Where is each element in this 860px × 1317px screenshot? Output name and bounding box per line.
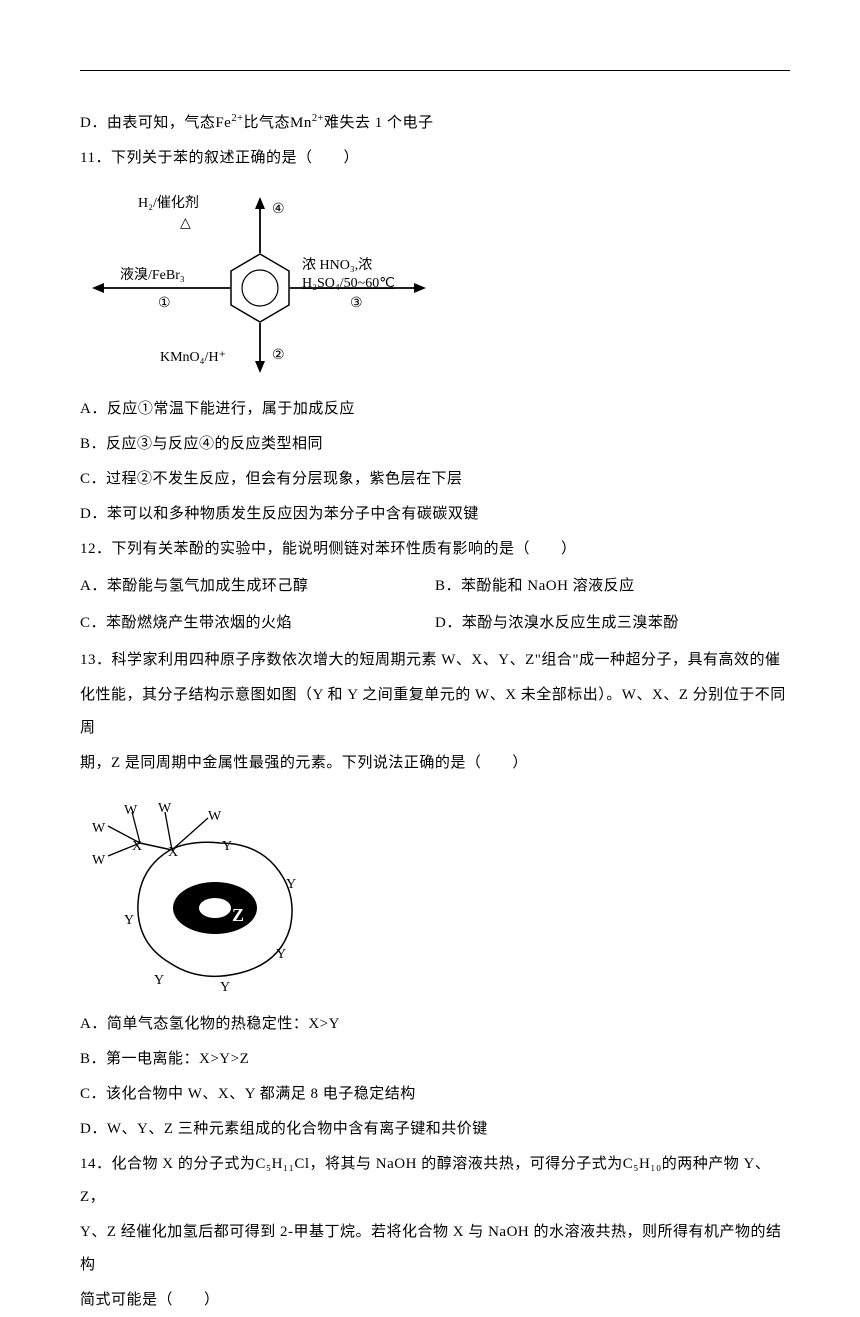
q12-row1: A．苯酚能与氢气加成生成环己醇 B．苯酚能和 NaOH 溶液反应 [80, 568, 790, 605]
q13-w4: W [92, 814, 105, 845]
q12-option-c: C．苯酚燃烧产生带浓烟的火焰 [80, 607, 435, 640]
q13-y6: Y [124, 906, 134, 937]
q13-x1: X [132, 832, 142, 863]
q10d-mid: 比气态 [244, 115, 291, 131]
q13-y1: Y [222, 832, 232, 863]
q13-stem-3: 期，Z 是同周期中金属性最强的元素。下列说法正确的是（ ） [80, 747, 790, 780]
q10-option-d: D．由表可知，气态Fe2+比气态Mn2+难失去 1 个电子 [80, 107, 790, 140]
q11-option-c: C．过程②不发生反应，但会有分层现象，紫色层在下层 [80, 463, 790, 496]
q13-w3: W [208, 802, 221, 833]
q13-y3: Y [276, 940, 286, 971]
q11-option-d: D．苯可以和多种物质发生反应因为苯分子中含有碳碳双键 [80, 498, 790, 531]
q13-option-a: A．简单气态氢化物的热稳定性：X>Y [80, 1008, 790, 1041]
q13-y5: Y [154, 966, 164, 997]
q12-option-d: D．苯酚与浓溴水反应生成三溴苯酚 [435, 607, 790, 640]
q14-p1b: ，将其与 NaOH 的醇溶液共热，可得分子式为 [310, 1156, 623, 1172]
q11-label-kmno4: KMnO₄/H⁺ [160, 343, 226, 374]
q14-line1: 14．化合物 X 的分子式为C₅H₁₁Cl，将其与 NaOH 的醇溶液共热，可得… [80, 1148, 790, 1214]
q13-molecule-diagram: W W W W W X X Y Y Y Y Y Y Z [80, 788, 340, 998]
q12-option-b: B．苯酚能和 NaOH 溶液反应 [435, 570, 790, 603]
q14-p1a: 14．化合物 X 的分子式为 [80, 1156, 255, 1172]
q10d-ion2: Mn [290, 115, 312, 131]
q11-label-br: 液溴/FeBr₃ [120, 261, 185, 292]
q11-benzene-diagram: H₂/催化剂 △ ④ 液溴/FeBr₃ ① 浓 HNO₃,浓 H₂SO₄/50~… [80, 183, 440, 383]
q13-z: Z [232, 896, 244, 936]
q14-line2: Y、Z 经催化加氢后都可得到 2-甲基丁烷。若将化合物 X 与 NaOH 的水溶… [80, 1216, 790, 1282]
q11-label-h2so4: H₂SO₄/50~60℃ [302, 269, 395, 300]
q14-f1: C₅H₁₁Cl [255, 1156, 309, 1172]
q11-label-4: ④ [272, 195, 285, 226]
q14-f2: C₅H₁₀ [623, 1156, 662, 1172]
q13-option-b: B．第一电离能：X>Y>Z [80, 1043, 790, 1076]
q12-row2: C．苯酚燃烧产生带浓烟的火焰 D．苯酚与浓溴水反应生成三溴苯酚 [80, 605, 790, 642]
q14-line3: 简式可能是（ ） [80, 1284, 790, 1317]
q11-stem: 11．下列关于苯的叙述正确的是（ ） [80, 142, 790, 175]
q13-w5: W [92, 846, 105, 877]
q13-w1: W [124, 796, 137, 827]
q11-option-a: A．反应①常温下能进行，属于加成反应 [80, 393, 790, 426]
q13-option-d: D．W、Y、Z 三种元素组成的化合物中含有离子键和共价键 [80, 1113, 790, 1146]
q12-stem: 12．下列有关苯酚的实验中，能说明侧链对苯环性质有影响的是（ ） [80, 533, 790, 566]
q11-label-1: ① [158, 289, 171, 320]
q13-w2: W [158, 794, 171, 825]
q12-option-a: A．苯酚能与氢气加成生成环己醇 [80, 570, 435, 603]
q13-option-c: C．该化合物中 W、X、Y 都满足 8 电子稳定结构 [80, 1078, 790, 1111]
q13-stem-2: 化性能，其分子结构示意图如图（Y 和 Y 之间重复单元的 W、X 未全部标出）。… [80, 679, 790, 745]
q13-y4: Y [220, 973, 230, 1004]
q11-label-2: ② [272, 341, 285, 372]
q11-label-3: ③ [350, 289, 363, 320]
q10d-ion1: Fe [215, 115, 231, 131]
page-top-rule [80, 70, 790, 71]
q10d-suffix: 难失去 1 个电子 [324, 115, 434, 131]
q10d-prefix: D．由表可知，气态 [80, 115, 215, 131]
q13-x2: X [168, 838, 178, 869]
q13-y2: Y [286, 870, 296, 901]
q11-label-delta: △ [180, 209, 191, 240]
q10d-ion1-charge: 2+ [231, 113, 243, 124]
q10d-ion2-charge: 2+ [312, 113, 324, 124]
q11-option-b: B．反应③与反应④的反应类型相同 [80, 428, 790, 461]
q13-stem-1: 13．科学家利用四种原子序数依次增大的短周期元素 W、X、Y、Z"组合"成一种超… [80, 644, 790, 677]
